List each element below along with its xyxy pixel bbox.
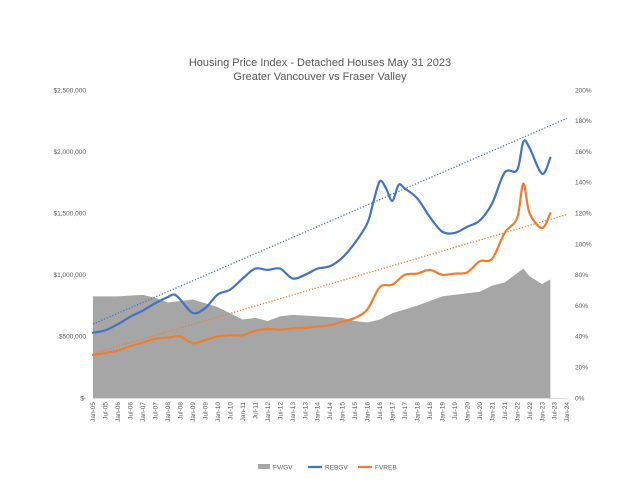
x-tick-label: Jul-20 [477, 402, 484, 420]
x-tick-label: Jan-24 [564, 402, 571, 422]
x-tick-label: Jan-11 [240, 402, 247, 422]
legend-swatch-fv-gv [258, 464, 270, 469]
x-tick-label: Jan-19 [439, 402, 446, 422]
x-tick-label: Jul-21 [502, 402, 509, 420]
y-left-tick-label: $2,500,000 [53, 87, 86, 94]
x-tick-label: Jul-23 [552, 402, 559, 420]
x-tick-label: Jul-06 [128, 402, 135, 420]
x-tick-label: Jul-12 [277, 402, 284, 420]
x-tick-label: Jul-10 [227, 402, 234, 420]
x-tick-label: Jan-14 [315, 402, 322, 422]
y-left-tick-label: $500,000 [59, 334, 86, 341]
y-right-tick-label: 20% [575, 365, 588, 372]
x-tick-label: Jan-12 [265, 402, 272, 422]
x-tick-label: Jul-19 [452, 402, 459, 420]
x-tick-label: Jan-21 [489, 402, 496, 422]
y-left-tick-label: $- [80, 395, 86, 402]
x-tick-label: Jan-16 [365, 402, 372, 422]
y-left-tick-label: $2,000,000 [53, 149, 86, 156]
x-tick-label: Jul-15 [352, 402, 359, 420]
legend: FV/GV REBGV FVREB [258, 464, 397, 471]
x-tick-label: Jan-17 [390, 402, 397, 422]
y-left-tick-label: $1,000,000 [53, 272, 86, 279]
x-tick-label: Jul-14 [327, 402, 334, 420]
legend-label-rebgv: REBGV [325, 464, 348, 471]
y-right-tick-label: 60% [575, 303, 588, 310]
series-area-fv-gv [93, 268, 551, 398]
plot-area [91, 117, 568, 398]
y-right-tick-label: 140% [575, 180, 592, 187]
x-tick-label: Jan-08 [165, 402, 172, 422]
series-line-fvreb [91, 182, 552, 356]
y-left-tick-label: $1,500,000 [53, 211, 86, 218]
x-tick-label: Jul-09 [202, 402, 209, 420]
y-right-tick-label: 100% [575, 241, 592, 248]
x-tick-label: Jul-17 [402, 402, 409, 420]
x-tick-label: Jul-22 [527, 402, 534, 420]
y-right-tick-label: 160% [575, 149, 592, 156]
trendline-fvreb [92, 213, 568, 355]
x-tick-label: Jul-07 [153, 402, 160, 420]
series-line-rebgv [91, 139, 552, 334]
trendline-rebgv [92, 117, 568, 325]
x-tick-label: Jan-09 [190, 402, 197, 422]
y-right-tick-label: 0% [575, 395, 585, 402]
x-tick-label: Jul-13 [302, 402, 309, 420]
x-tick-label: Jan-18 [415, 402, 422, 422]
x-tick-label: Jul-16 [377, 402, 384, 420]
x-tick-label: Jan-13 [290, 402, 297, 422]
y-right-tick-label: 80% [575, 272, 588, 279]
axes: $- $500,000 $1,000,000 $1,500,000 $2,000,000… [53, 87, 591, 422]
x-tick-label: Jan-06 [115, 402, 122, 422]
chart-title: Housing Price Index - Detached Houses Ma… [189, 57, 451, 69]
y-right-tick-label: 40% [575, 334, 588, 341]
chart-subtitle: Greater Vancouver vs Fraser Valley [233, 71, 407, 83]
legend-label-fvreb: FVREB [375, 464, 397, 471]
x-tick-label: Jan-07 [140, 402, 147, 422]
x-tick-label: Jan-05 [90, 402, 97, 422]
legend-label-fv-gv: FV/GV [273, 464, 293, 471]
y-right-tick-label: 120% [575, 211, 592, 218]
x-tick-label: Jul-08 [178, 402, 185, 420]
x-tick-label: Jul-18 [427, 402, 434, 420]
x-tick-label: Jan-23 [539, 402, 546, 422]
x-tick-label: Jul-05 [103, 402, 110, 420]
x-tick-label: Jan-22 [514, 402, 521, 422]
x-tick-label: Jan-20 [464, 402, 471, 422]
y-right-tick-label: 180% [575, 118, 592, 125]
x-tick-label: Jan-10 [215, 402, 222, 422]
x-tick-label: Jan-15 [340, 402, 347, 422]
x-tick-label: Jul-11 [252, 402, 259, 420]
y-right-tick-label: 200% [575, 87, 592, 94]
